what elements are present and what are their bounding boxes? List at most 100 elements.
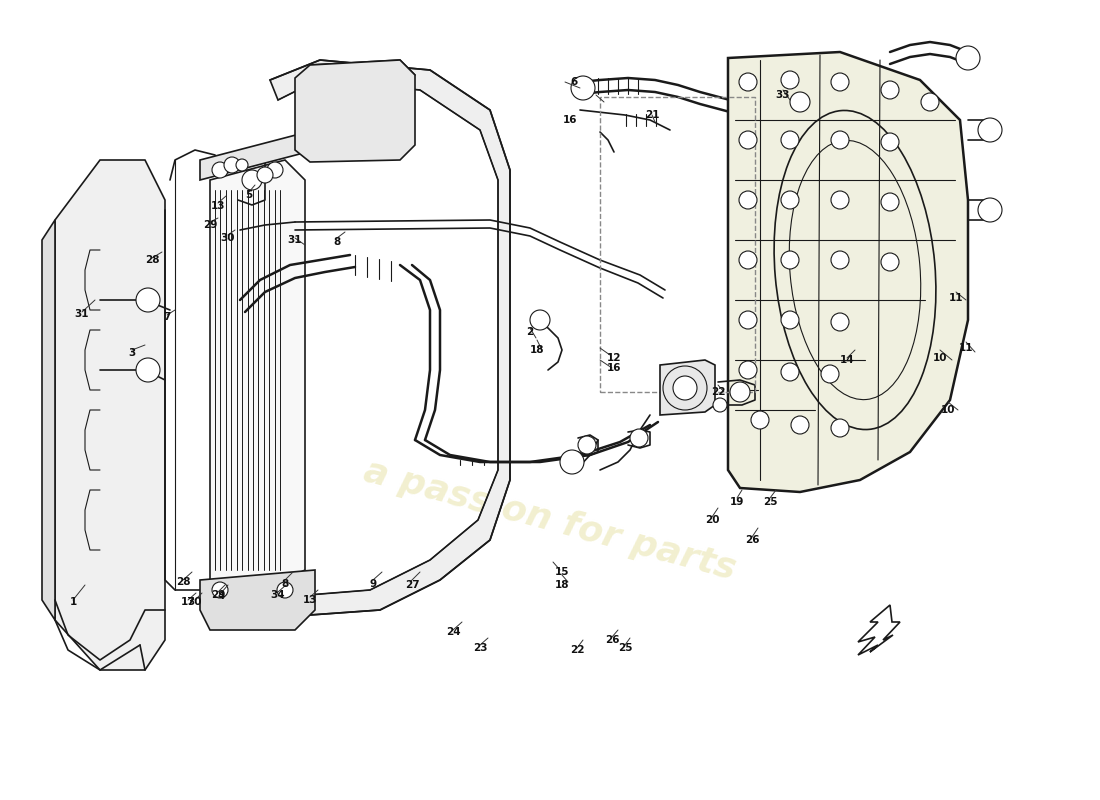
Text: 8: 8 xyxy=(282,579,288,589)
Text: 1: 1 xyxy=(69,597,77,607)
Text: 34: 34 xyxy=(271,590,285,600)
Circle shape xyxy=(781,191,799,209)
Circle shape xyxy=(242,170,262,190)
Circle shape xyxy=(781,251,799,269)
Circle shape xyxy=(236,159,248,171)
Text: 29: 29 xyxy=(211,590,226,600)
Circle shape xyxy=(136,358,160,382)
Circle shape xyxy=(790,92,810,112)
Circle shape xyxy=(978,198,1002,222)
Polygon shape xyxy=(210,160,305,580)
Circle shape xyxy=(881,133,899,151)
Circle shape xyxy=(136,288,160,312)
Circle shape xyxy=(578,436,596,454)
Text: 7: 7 xyxy=(163,312,170,322)
Circle shape xyxy=(713,398,727,412)
Circle shape xyxy=(663,366,707,410)
Text: 15: 15 xyxy=(554,567,570,577)
Circle shape xyxy=(881,253,899,271)
Circle shape xyxy=(257,167,273,183)
Text: a passion for parts: a passion for parts xyxy=(360,454,740,586)
Text: 6: 6 xyxy=(571,77,578,87)
Circle shape xyxy=(830,313,849,331)
Text: 33: 33 xyxy=(776,90,790,100)
Circle shape xyxy=(751,411,769,429)
Text: 12: 12 xyxy=(607,353,621,363)
Polygon shape xyxy=(295,60,415,162)
Text: 22: 22 xyxy=(570,645,584,655)
Polygon shape xyxy=(200,570,315,630)
Text: 2: 2 xyxy=(527,327,534,337)
Text: 20: 20 xyxy=(705,515,719,525)
Text: 18: 18 xyxy=(554,580,570,590)
Text: 18: 18 xyxy=(530,345,544,355)
Text: 25: 25 xyxy=(618,643,632,653)
Text: 22: 22 xyxy=(711,387,725,397)
Circle shape xyxy=(830,131,849,149)
Circle shape xyxy=(673,376,697,400)
Text: 14: 14 xyxy=(839,355,855,365)
Text: 26: 26 xyxy=(605,635,619,645)
Text: 4: 4 xyxy=(218,591,224,601)
Circle shape xyxy=(921,93,939,111)
Circle shape xyxy=(224,157,240,173)
Text: 23: 23 xyxy=(473,643,487,653)
Circle shape xyxy=(571,76,595,100)
Text: 9: 9 xyxy=(370,579,376,589)
Polygon shape xyxy=(728,52,968,492)
Circle shape xyxy=(830,191,849,209)
Text: 28: 28 xyxy=(145,255,160,265)
Circle shape xyxy=(781,131,799,149)
Text: 3: 3 xyxy=(129,348,135,358)
Text: 30: 30 xyxy=(221,233,235,243)
Circle shape xyxy=(277,582,293,598)
Text: 8: 8 xyxy=(333,237,341,247)
Circle shape xyxy=(830,251,849,269)
Circle shape xyxy=(739,251,757,269)
Circle shape xyxy=(781,363,799,381)
Circle shape xyxy=(881,81,899,99)
Polygon shape xyxy=(200,130,315,180)
Text: 10: 10 xyxy=(933,353,947,363)
Text: 24: 24 xyxy=(446,627,460,637)
Text: 31: 31 xyxy=(75,309,89,319)
Circle shape xyxy=(560,450,584,474)
Text: 28: 28 xyxy=(176,577,190,587)
Circle shape xyxy=(830,419,849,437)
Text: 16: 16 xyxy=(607,363,621,373)
Polygon shape xyxy=(55,160,165,670)
Text: 10: 10 xyxy=(940,405,955,415)
Circle shape xyxy=(267,162,283,178)
Text: 13: 13 xyxy=(211,201,226,211)
Circle shape xyxy=(212,582,228,598)
Text: 19: 19 xyxy=(729,497,745,507)
Circle shape xyxy=(956,46,980,70)
Circle shape xyxy=(821,365,839,383)
Circle shape xyxy=(791,416,808,434)
Text: 16: 16 xyxy=(563,115,578,125)
Text: 29: 29 xyxy=(202,220,217,230)
Polygon shape xyxy=(270,60,510,615)
Text: 11: 11 xyxy=(959,343,974,353)
Text: 13: 13 xyxy=(302,595,317,605)
Circle shape xyxy=(739,131,757,149)
Circle shape xyxy=(881,193,899,211)
Text: 30: 30 xyxy=(188,597,202,607)
Text: 26: 26 xyxy=(745,535,759,545)
Bar xyxy=(600,97,755,392)
Circle shape xyxy=(730,382,750,402)
Text: 17: 17 xyxy=(180,597,196,607)
Circle shape xyxy=(739,191,757,209)
Circle shape xyxy=(830,73,849,91)
Text: 27: 27 xyxy=(405,580,419,590)
Circle shape xyxy=(739,311,757,329)
Circle shape xyxy=(630,429,648,447)
Polygon shape xyxy=(42,220,55,620)
Polygon shape xyxy=(660,360,715,415)
Circle shape xyxy=(739,73,757,91)
Circle shape xyxy=(781,311,799,329)
Circle shape xyxy=(739,361,757,379)
Text: 21: 21 xyxy=(645,110,659,120)
Text: 5: 5 xyxy=(245,190,253,200)
Text: 11: 11 xyxy=(948,293,964,303)
